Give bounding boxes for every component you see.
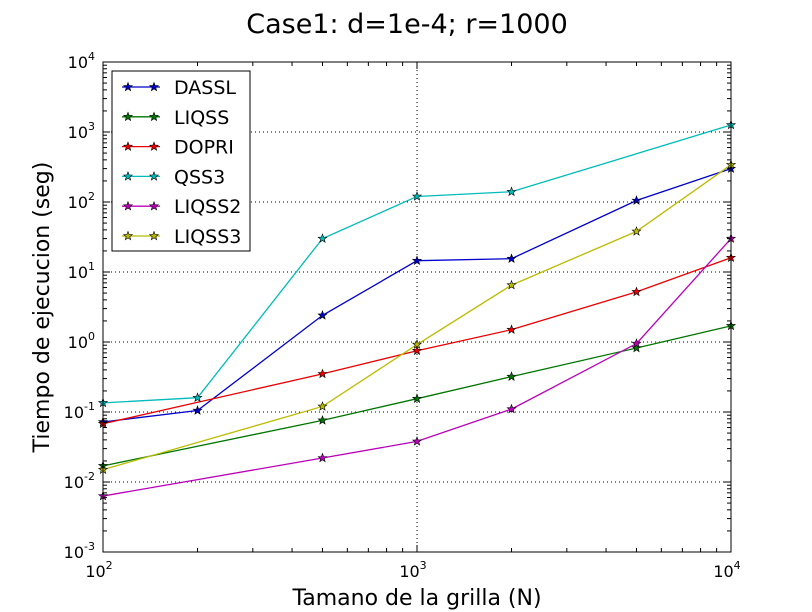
y-axis-label: Tiempo de ejecucion (seg) bbox=[30, 162, 55, 454]
x-tick-label: 102 bbox=[85, 559, 112, 581]
series-liqss bbox=[97, 320, 737, 471]
series-line-dopri bbox=[102, 257, 732, 425]
legend-marker-dassl bbox=[148, 81, 160, 92]
y-tick-label: 103 bbox=[68, 120, 95, 142]
y-tick-label: 10-1 bbox=[64, 400, 95, 422]
data-point-liqss bbox=[631, 342, 642, 353]
data-point-dassl bbox=[631, 195, 642, 205]
data-point-dopri bbox=[411, 345, 423, 356]
legend-marker-liqss bbox=[122, 111, 134, 122]
data-point-liqss3 bbox=[317, 401, 328, 411]
data-point-dassl bbox=[192, 405, 203, 415]
x-axis-label: Tamano de la grilla (N) bbox=[291, 586, 541, 611]
data-point-liqss3 bbox=[411, 339, 423, 349]
data-point-liqss bbox=[506, 371, 517, 381]
legend: DASSL LIQSS DOPRI QSS3 LIQSS2 LIQSS3 bbox=[111, 70, 251, 252]
data-point-liqss3 bbox=[506, 279, 517, 290]
chart-title: Case1: d=1e-4; r=1000 bbox=[246, 9, 568, 40]
y-tick-label: 102 bbox=[68, 190, 95, 212]
data-point-qss3 bbox=[411, 191, 423, 201]
data-point-liqss2 bbox=[411, 436, 423, 446]
legend-label-liqss2: LIQSS2 bbox=[174, 196, 241, 218]
legend-marker-dopri bbox=[148, 141, 160, 151]
y-tick-label: 100 bbox=[68, 330, 95, 352]
legend-label-qss3: QSS3 bbox=[174, 166, 225, 188]
data-point-liqss2 bbox=[631, 338, 642, 348]
legend-marker-liqss2 bbox=[122, 200, 134, 211]
series-line-liqss bbox=[102, 325, 732, 467]
series-line-qss3 bbox=[102, 124, 732, 404]
legend-marker-liqss bbox=[148, 111, 160, 122]
legend-label-liqss: LIQSS bbox=[174, 107, 229, 129]
data-point-qss3 bbox=[192, 392, 203, 403]
data-point-liqss bbox=[411, 393, 423, 404]
y-tick-labels: 10-3 10-2 10-1 100 101 102 103 104 bbox=[64, 50, 95, 562]
legend-marker-dopri bbox=[122, 141, 134, 151]
legend-label-liqss3: LIQSS3 bbox=[174, 226, 241, 248]
axis-ticks bbox=[102, 61, 732, 553]
data-point-dopri bbox=[317, 368, 328, 379]
data-point-dopri bbox=[631, 286, 642, 297]
data-point-dassl bbox=[411, 255, 423, 266]
x-tick-labels: 102 103 104 bbox=[85, 559, 740, 581]
data-point-liqss2 bbox=[317, 452, 328, 463]
y-tick-label: 10-2 bbox=[64, 470, 95, 492]
y-tick-label: 10-3 bbox=[64, 540, 95, 562]
data-point-dassl bbox=[317, 310, 328, 320]
legend-box bbox=[111, 70, 251, 252]
data-point-liqss3 bbox=[631, 226, 642, 236]
legend-marker-liqss3 bbox=[122, 230, 134, 241]
series-line-liqss2 bbox=[102, 238, 732, 497]
legend-marker-liqss2 bbox=[148, 200, 160, 211]
data-point-liqss2 bbox=[506, 403, 517, 414]
x-tick-label: 103 bbox=[399, 559, 426, 581]
series-line-liqss3 bbox=[102, 164, 732, 471]
legend-marker-qss3 bbox=[148, 171, 160, 181]
legend-marker-dassl bbox=[122, 81, 134, 92]
y-tick-label: 104 bbox=[68, 50, 95, 72]
data-point-qss3 bbox=[317, 233, 328, 243]
data-point-liqss bbox=[317, 414, 328, 425]
legend-marker-liqss3 bbox=[148, 230, 160, 241]
legend-label-dassl: DASSL bbox=[174, 77, 236, 99]
data-point-qss3 bbox=[506, 186, 517, 197]
data-point-dopri bbox=[506, 324, 517, 335]
y-tick-label: 101 bbox=[68, 260, 95, 282]
data-point-dassl bbox=[506, 253, 517, 264]
legend-label-dopri: DOPRI bbox=[174, 137, 234, 159]
x-tick-label: 104 bbox=[713, 559, 740, 581]
legend-marker-qss3 bbox=[122, 171, 134, 181]
